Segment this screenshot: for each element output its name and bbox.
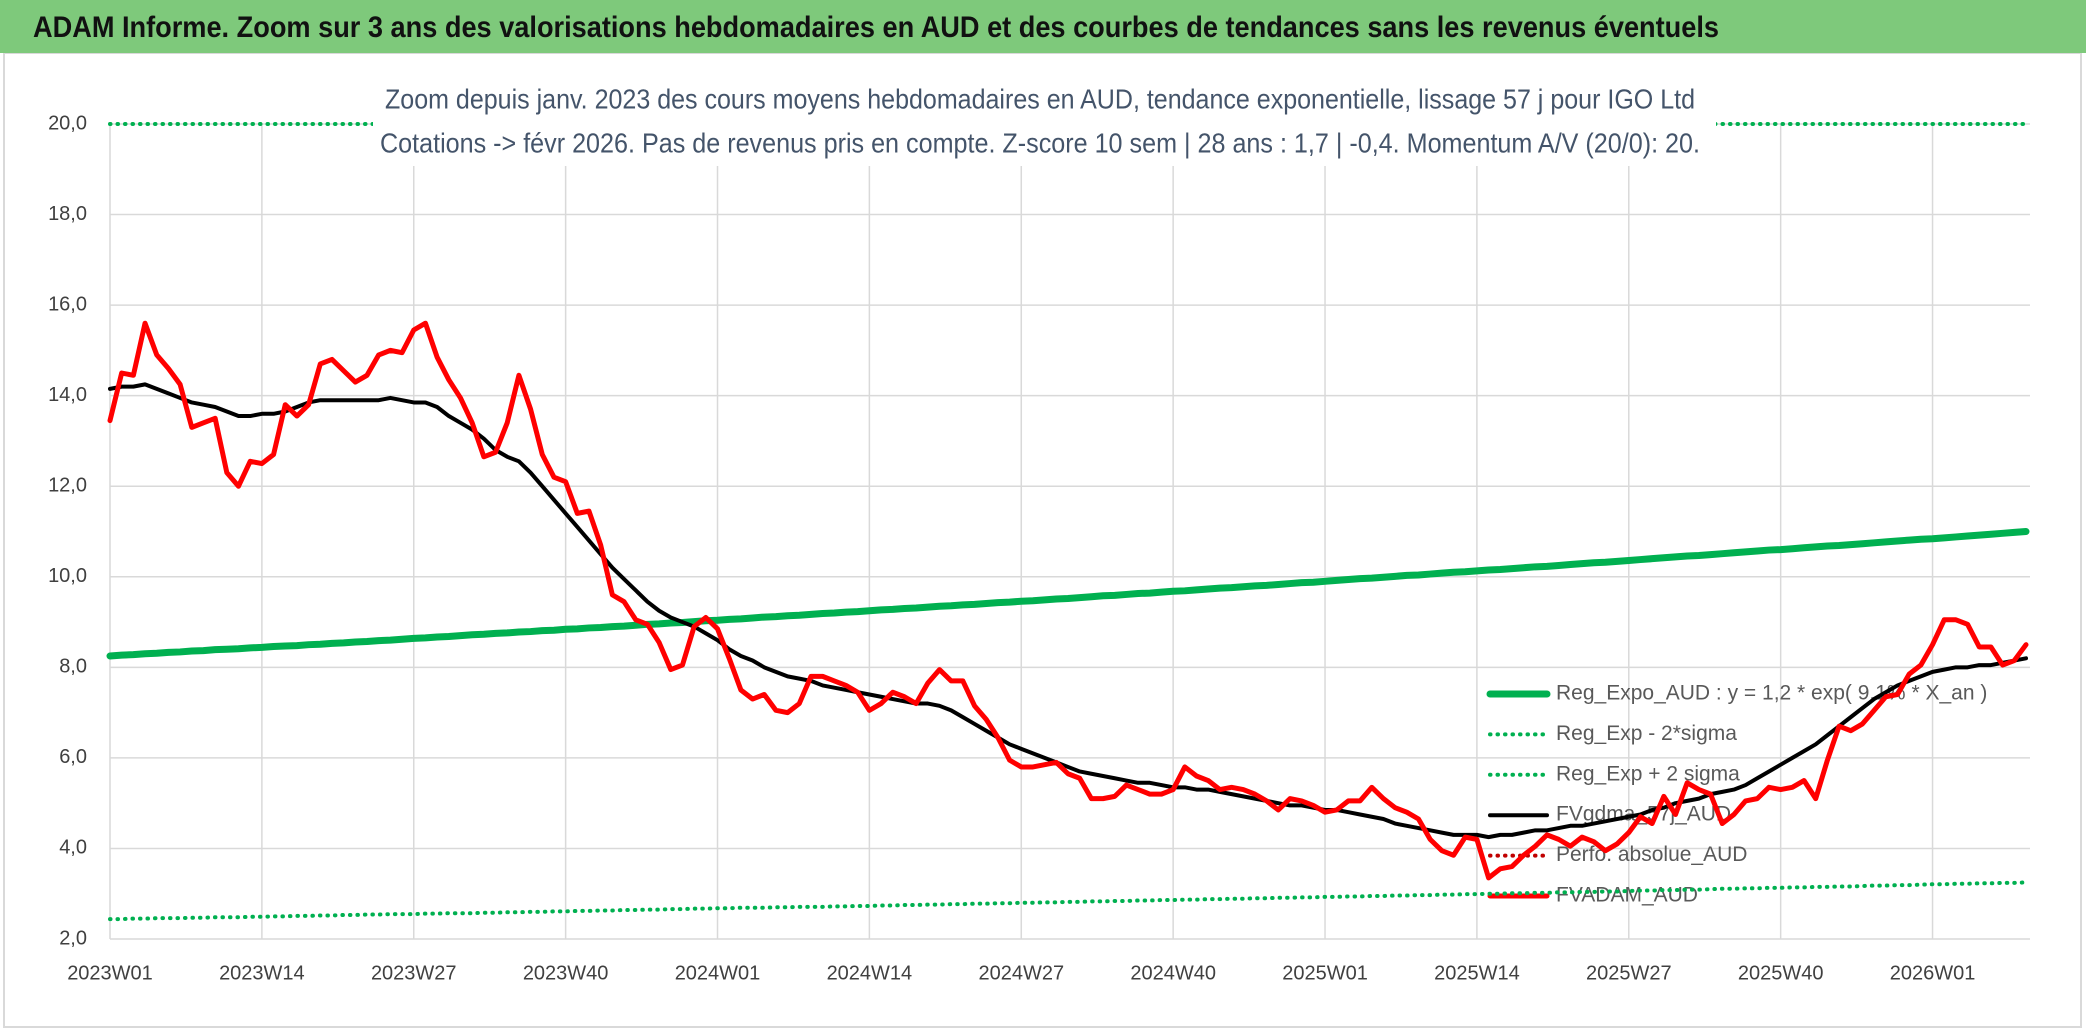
y-tick-label: 2,0 <box>59 927 87 949</box>
chart-frame <box>3 52 2082 1028</box>
subtitle: Zoom depuis janv. 2023 des cours moyens … <box>385 83 1695 114</box>
x-tick-label: 2025W01 <box>1282 962 1368 984</box>
x-tick-label: 2025W27 <box>1586 962 1672 984</box>
series-lines <box>106 122 2030 922</box>
y-tick-label: 4,0 <box>59 837 87 859</box>
chart-title: ADAM Informe. Zoom sur 3 ans des valoris… <box>33 11 1719 44</box>
y-tick-label: 18,0 <box>48 203 87 225</box>
x-tick-label: 2024W01 <box>675 962 761 984</box>
y-tick-label: 10,0 <box>48 565 87 587</box>
legend-label: Reg_Exp + 2 sigma <box>1556 762 1740 785</box>
y-tick-label: 16,0 <box>48 293 87 315</box>
legend-label: Reg_Expo_AUD : y = 1,2 * exp( 9,1% * X_a… <box>1556 682 1987 705</box>
x-tick-label: 2023W14 <box>219 962 305 984</box>
subtitle: Cotations -> févr 2026. Pas de revenus p… <box>380 127 1700 158</box>
x-tick-label: 2026W01 <box>1890 962 1976 984</box>
x-tick-label: 2023W40 <box>523 962 609 984</box>
y-tick-label: 20,0 <box>48 112 87 134</box>
series-line <box>106 528 2030 660</box>
y-tick-label: 14,0 <box>48 384 87 406</box>
x-tick-label: 2024W40 <box>1130 962 1216 984</box>
subtitle-background <box>373 80 1716 166</box>
subtitle-box: Zoom depuis janv. 2023 des cours moyens … <box>373 80 1716 166</box>
y-tick-label: 6,0 <box>59 746 87 768</box>
series-line <box>107 320 2029 881</box>
x-tick-label: 2025W14 <box>1434 962 1520 984</box>
title-bar <box>0 0 2086 53</box>
y-tick-label: 12,0 <box>48 475 87 497</box>
x-tick-label: 2025W40 <box>1738 962 1824 984</box>
legend: Reg_Expo_AUD : y = 1,2 * exp( 9,1% * X_a… <box>1486 682 1987 907</box>
legend-label: Reg_Exp - 2*sigma <box>1556 722 1737 745</box>
series-line <box>108 382 2028 840</box>
x-tick-label: 2023W01 <box>67 962 153 984</box>
y-tick-label: 8,0 <box>59 656 87 678</box>
legend-label: Perfo. absolue_AUD <box>1556 843 1747 866</box>
legend-label: FVADAM_AUD <box>1556 884 1698 907</box>
x-tick-label: 2024W14 <box>827 962 913 984</box>
series-line <box>108 880 2028 922</box>
x-tick-label: 2024W27 <box>978 962 1064 984</box>
x-tick-label: 2023W27 <box>371 962 457 984</box>
